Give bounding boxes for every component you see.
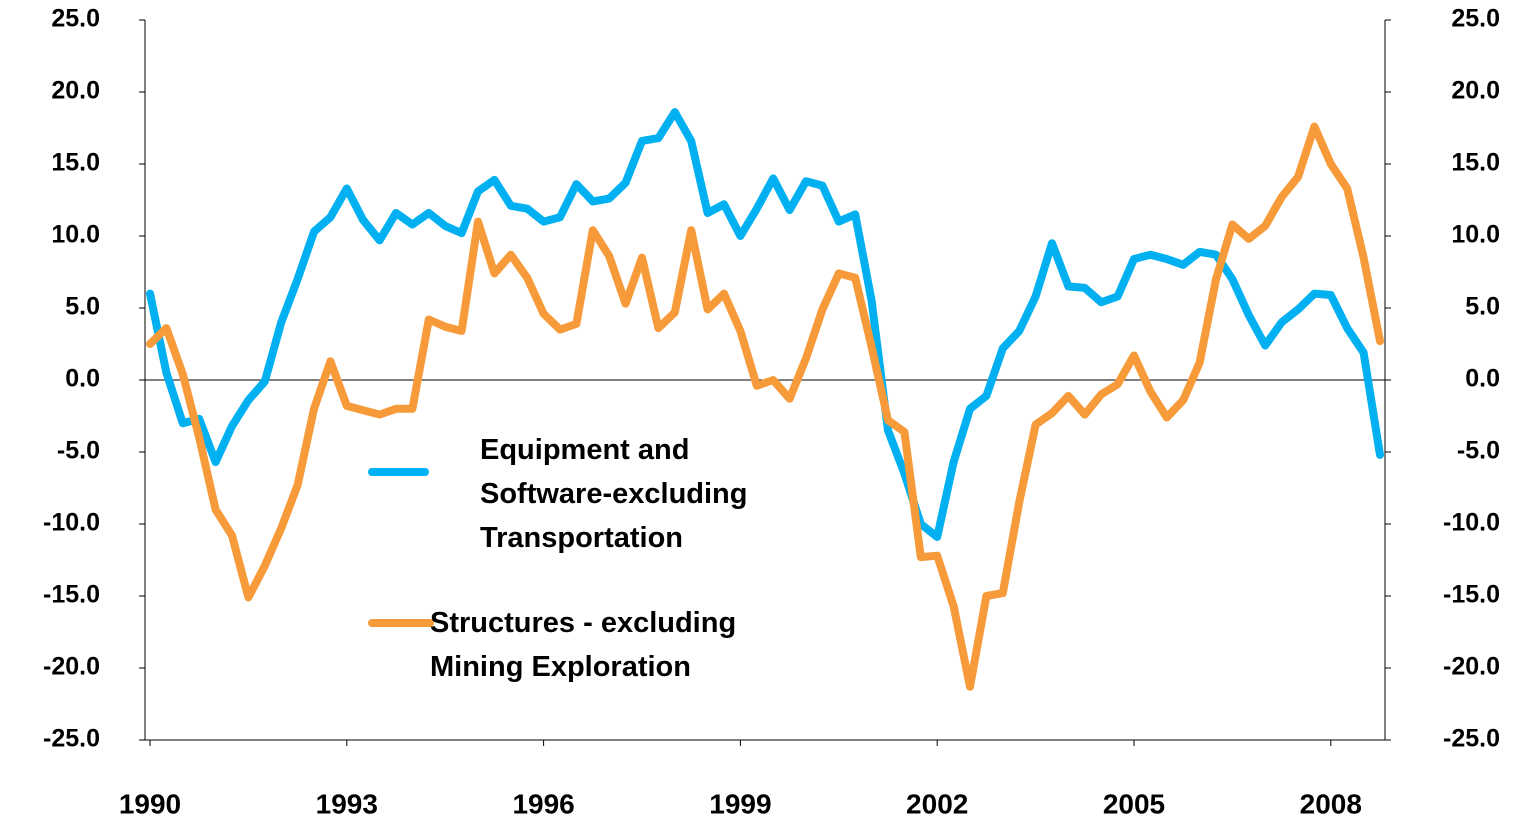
- series-line: [146, 108, 1384, 541]
- y-tick-label: 10.0: [51, 221, 100, 249]
- y2-tick-label: -15.0: [1443, 581, 1500, 609]
- y2-tick-label: 15.0: [1451, 149, 1500, 177]
- legend-label: Equipment and Software-excluding Transpo…: [480, 434, 748, 554]
- series-line: [146, 122, 1384, 691]
- y2-tick-label: 25.0: [1451, 5, 1500, 33]
- y-tick-label: -5.0: [57, 437, 100, 465]
- x-tick-label: 2008: [1300, 788, 1362, 819]
- y-tick-label: 20.0: [51, 77, 100, 105]
- x-tick-label: 1999: [709, 788, 771, 819]
- y-tick-label: 25.0: [51, 5, 100, 33]
- y2-tick-label: 10.0: [1451, 221, 1500, 249]
- x-tick-label: 2005: [1103, 788, 1165, 819]
- y2-tick-label: -10.0: [1443, 509, 1500, 537]
- y2-tick-label: 5.0: [1465, 293, 1500, 321]
- y2-tick-label: -20.0: [1443, 653, 1500, 681]
- y-tick-label: 15.0: [51, 149, 100, 177]
- x-tick-label: 1996: [512, 788, 574, 819]
- y-tick-label: 0.0: [65, 365, 100, 393]
- x-tick-label: 1990: [119, 788, 181, 819]
- y2-tick-label: 20.0: [1451, 77, 1500, 105]
- y-tick-label: 5.0: [65, 293, 100, 321]
- y-tick-label: -10.0: [43, 509, 100, 537]
- y-tick-label: -20.0: [43, 653, 100, 681]
- legend-label: Structures - excluding Mining Exploratio…: [430, 607, 737, 683]
- y2-tick-label: -25.0: [1443, 725, 1500, 753]
- y-tick-label: -15.0: [43, 581, 100, 609]
- x-tick-label: 2002: [906, 788, 968, 819]
- y-tick-label: -25.0: [43, 725, 100, 753]
- y2-tick-label: 0.0: [1465, 365, 1500, 393]
- x-tick-label: 1993: [316, 788, 378, 819]
- y2-tick-label: -5.0: [1457, 437, 1500, 465]
